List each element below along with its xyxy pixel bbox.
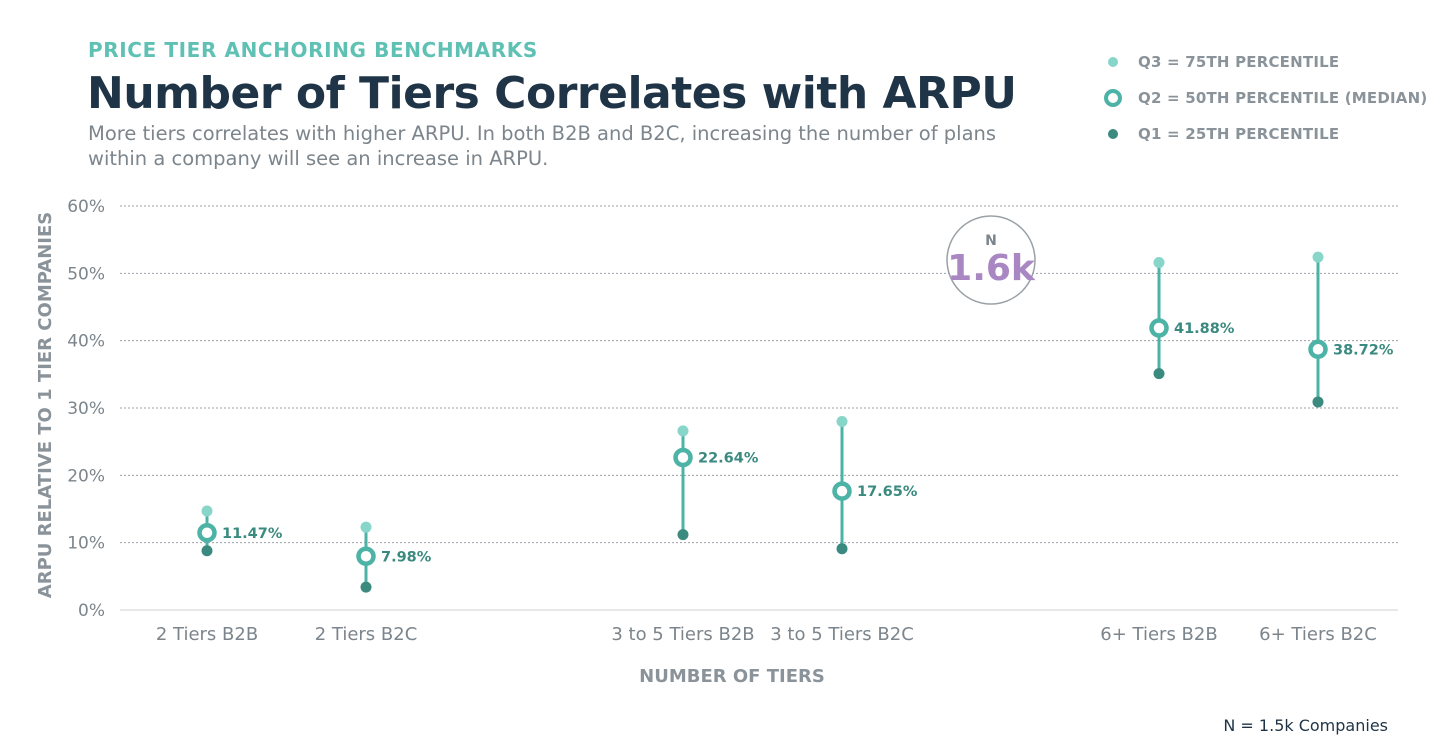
median-data-label: 22.64% xyxy=(698,451,759,467)
legend-label-q1: Q1 = 25TH PERCENTILE xyxy=(1138,125,1340,143)
q3-point xyxy=(677,425,689,437)
x-category-label: 6+ Tiers B2C xyxy=(1259,624,1377,645)
y-tick-label: 20% xyxy=(67,466,105,486)
median-data-label: 7.98% xyxy=(381,549,432,565)
chart-subtitle: More tiers correlates with higher ARPU. … xyxy=(88,122,997,170)
y-axis-title: ARPU RELATIVE TO 1 TIER COMPANIES xyxy=(35,212,56,598)
x-category-label: 3 to 5 Tiers B2B xyxy=(611,624,754,645)
median-point xyxy=(673,447,693,468)
q1-point xyxy=(201,545,213,557)
sample-size-badge-label: N xyxy=(985,233,997,249)
q3-point xyxy=(201,505,213,517)
legend-item-q3: Q3 = 75TH PERCENTILE xyxy=(1102,44,1427,80)
x-axis-title: NUMBER OF TIERS xyxy=(639,666,825,687)
x-category-label: 2 Tiers B2B xyxy=(156,624,258,645)
legend-label-q3: Q3 = 75TH PERCENTILE xyxy=(1138,53,1340,71)
legend-q3-marker-icon xyxy=(1108,57,1118,67)
y-axis-ticks: 0% 10% 20% 30% 40% 50% 60% xyxy=(67,197,105,621)
q3-point xyxy=(1153,257,1165,269)
median-point xyxy=(1149,318,1169,338)
sample-size-badge: N 1.6k xyxy=(946,215,1036,305)
legend: Q3 = 75TH PERCENTILE Q2 = 50TH PERCENTIL… xyxy=(1102,44,1427,152)
sample-size-badge-circle xyxy=(946,215,1036,305)
q1-point xyxy=(1312,396,1324,408)
y-tick-label: 10% xyxy=(67,534,105,554)
q1-point xyxy=(836,543,848,555)
q3-point xyxy=(360,521,372,533)
chart-marks: 11.47% 7.98% 22.64% 17.65% 41.88% 38.72% xyxy=(197,251,1394,593)
median-data-label: 41.88% xyxy=(1174,321,1235,337)
y-tick-label: 30% xyxy=(67,399,105,419)
x-axis-categories: 2 Tiers B2B 2 Tiers B2C 3 to 5 Tiers B2B 3 … xyxy=(156,624,1377,645)
gridlines xyxy=(120,205,1398,611)
q1-point xyxy=(360,581,372,593)
chart-title: Number of Tiers Correlates with ARPU xyxy=(87,68,1017,119)
footnote: N = 1.5k Companies xyxy=(1223,716,1388,735)
legend-q2-marker-icon xyxy=(1104,89,1122,107)
median-data-label: 11.47% xyxy=(222,526,283,542)
median-point xyxy=(832,481,852,501)
legend-item-q2: Q2 = 50TH PERCENTILE (MEDIAN) xyxy=(1102,80,1427,116)
chart-eyebrow: PRICE TIER ANCHORING BENCHMARKS xyxy=(88,38,538,62)
q1-point xyxy=(677,529,689,541)
sample-size-badge-value: 1.6k xyxy=(947,248,1036,289)
legend-item-q1: Q1 = 25TH PERCENTILE xyxy=(1102,116,1427,152)
y-tick-label: 60% xyxy=(67,197,105,217)
y-tick-label: 40% xyxy=(67,332,105,352)
q3-point xyxy=(836,415,848,427)
y-tick-label: 0% xyxy=(78,601,105,621)
x-category-label: 6+ Tiers B2B xyxy=(1100,624,1217,645)
median-data-label: 17.65% xyxy=(857,484,918,500)
median-point xyxy=(356,546,376,567)
x-category-label: 2 Tiers B2C xyxy=(315,624,418,645)
legend-label-q2: Q2 = 50TH PERCENTILE (MEDIAN) xyxy=(1138,89,1428,107)
q1-point xyxy=(1153,368,1165,380)
median-point xyxy=(1308,339,1328,360)
q3-point xyxy=(1312,251,1324,263)
y-tick-label: 50% xyxy=(67,264,105,284)
legend-q1-marker-icon xyxy=(1108,129,1118,139)
median-point xyxy=(197,523,217,543)
median-data-label: 38.72% xyxy=(1333,342,1394,358)
x-category-label: 3 to 5 Tiers B2C xyxy=(770,624,914,645)
